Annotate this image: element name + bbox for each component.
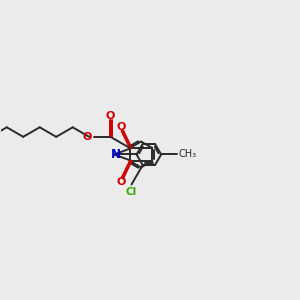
Text: O: O <box>83 132 92 142</box>
Text: Cl: Cl <box>126 188 137 197</box>
Text: O: O <box>106 111 115 122</box>
Text: O: O <box>117 122 126 132</box>
Text: CH₃: CH₃ <box>178 149 196 160</box>
Text: N: N <box>111 148 121 161</box>
Text: O: O <box>117 177 126 187</box>
